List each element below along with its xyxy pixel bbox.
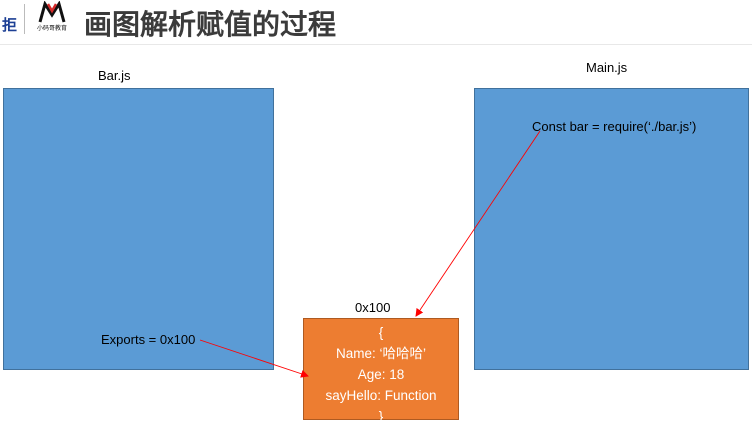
object-address-label: 0x100 (355, 300, 391, 315)
memory-object-box: { Name: ‘哈哈哈’ Age: 18 sayHello: Function… (303, 318, 459, 421)
object-sayhello-property: sayHello: Function (325, 388, 437, 403)
logo-divider (24, 4, 25, 34)
bar-module-title: Bar.js (98, 68, 131, 83)
object-age-property: Age: 18 (357, 367, 405, 382)
bar-module-box (3, 88, 274, 370)
main-require-statement: Const bar = require(‘./bar.js’) (532, 119, 697, 134)
company-logo: 拒 (2, 16, 17, 34)
bar-exports-statement: Exports = 0x100 (101, 332, 196, 347)
header-divider (0, 44, 752, 45)
brand-logo: 小码哥教育 (30, 1, 74, 37)
object-name-property: Name: ‘哈哈哈’ (335, 346, 426, 361)
object-close-brace: } (378, 409, 384, 421)
main-module-title: Main.js (586, 60, 628, 75)
brand-mark-icon (38, 1, 66, 23)
header: 拒 小码哥教育 画图解析赋值的过程 (0, 0, 752, 45)
brand-name: 小码哥教育 (36, 25, 67, 32)
page-title: 画图解析赋值的过程 (84, 8, 337, 41)
object-open-brace: { (378, 325, 384, 340)
